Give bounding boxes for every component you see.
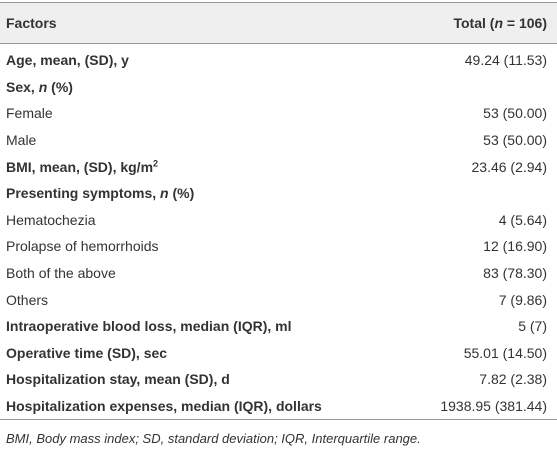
- cell: Both of the above: [6, 265, 116, 282]
- cell: 7 (9.86): [498, 291, 547, 308]
- cell: Hospitalization stay, mean (SD), d: [6, 371, 230, 388]
- row: Hematochezia 4 (5.64): [0, 207, 557, 234]
- cell: 49.24 (11.53): [464, 52, 547, 69]
- text: Sex,: [6, 78, 39, 95]
- row: Sex, n (%): [0, 74, 557, 101]
- cell: 55.01 (14.50): [463, 344, 547, 361]
- cell: Intraoperative blood loss, median (IQR),…: [6, 318, 292, 335]
- row: Intraoperative blood loss, median (IQR),…: [0, 313, 557, 340]
- row: Both of the above 83 (78.30): [0, 260, 557, 287]
- cell: Prolapse of hemorrhoids: [6, 238, 159, 255]
- text: (%): [47, 78, 73, 95]
- cell: Female: [6, 105, 53, 122]
- row: Presenting symptoms, n (%): [0, 180, 557, 207]
- text: n: [494, 15, 504, 31]
- row: Others 7 (9.86): [0, 286, 557, 313]
- cell: [407, 180, 557, 207]
- header-cell: Total (n = 106): [407, 3, 557, 44]
- header-cell: Factors: [6, 15, 57, 31]
- cell: 12 (16.90): [483, 238, 547, 255]
- cell: Presenting symptoms, n (%): [0, 180, 407, 207]
- cell: Male: [6, 132, 37, 149]
- cell: Hospitalization expenses, median (IQR), …: [6, 398, 322, 415]
- text: Total (: [453, 15, 495, 31]
- footnote: BMI, Body mass index; SD, standard devia…: [6, 431, 421, 447]
- cell: 53 (50.00): [483, 105, 547, 122]
- table-header: Factors Total (n = 106): [0, 2, 557, 44]
- cell: Hematochezia: [6, 211, 96, 228]
- text: n: [38, 78, 48, 95]
- cell: 1938.95 (381.44): [440, 398, 547, 415]
- row: Age, mean, (SD), y 49.24 (11.53): [0, 44, 557, 74]
- text: = 106): [503, 15, 547, 31]
- row: Hospitalization stay, mean (SD), d 7.82 (…: [0, 366, 557, 393]
- header-row: Factors Total (n = 106): [0, 2, 557, 44]
- cell: Sex, n (%): [0, 74, 407, 101]
- row: Male 53 (50.00): [0, 127, 557, 154]
- table-body: Age, mean, (SD), y 49.24 (11.53) Sex, n (…: [0, 44, 557, 420]
- cell: Others: [6, 291, 49, 308]
- text: Presenting symptoms,: [6, 185, 161, 202]
- superscript: 2: [153, 158, 159, 169]
- row: Operative time (SD), sec 55.01 (14.50): [0, 340, 557, 367]
- row: Hospitalization expenses, median (IQR), …: [0, 393, 557, 420]
- cell: BMI, mean, (SD), kg/m2: [0, 153, 407, 180]
- text: (%): [168, 185, 195, 202]
- row: Female 53 (50.00): [0, 100, 557, 127]
- cell: 23.46 (2.94): [471, 158, 548, 175]
- table: Factors Total (n = 106) Age, mean, (SD),…: [0, 2, 557, 420]
- text: BMI, mean, (SD), kg/m: [6, 158, 154, 175]
- cell: [407, 74, 557, 101]
- cell: 5 (7): [518, 318, 547, 335]
- cell: Operative time (SD), sec: [6, 344, 168, 361]
- row: BMI, mean, (SD), kg/m2 23.46 (2.94): [0, 153, 557, 180]
- cell: 4 (5.64): [498, 211, 547, 228]
- cell: Age, mean, (SD), y: [6, 52, 129, 69]
- cell: 83 (78.30): [483, 265, 547, 282]
- cell: 53 (50.00): [483, 132, 547, 149]
- text: n: [160, 185, 169, 202]
- cell: 7.82 (2.38): [479, 371, 547, 388]
- row: Prolapse of hemorrhoids 12 (16.90): [0, 233, 557, 260]
